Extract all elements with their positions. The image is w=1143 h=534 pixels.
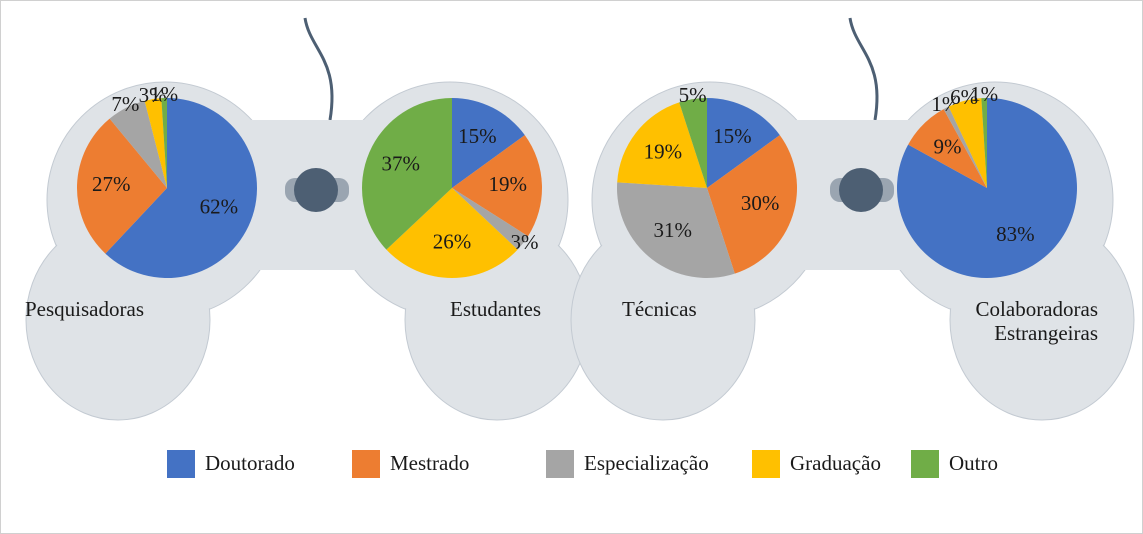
data-label: 31% [654,218,693,242]
data-label: 9% [934,134,962,158]
legend-swatch [167,450,195,478]
pie-slice [386,188,518,278]
data-label: 15% [458,124,497,148]
data-label: 62% [200,194,239,218]
pie-slice [707,98,780,188]
data-label: 19% [489,172,528,196]
pie-title: Estudantes [450,297,541,321]
legend-swatch [546,450,574,478]
legend-label: Outro [949,451,998,475]
data-label: 5% [679,83,707,107]
legend-swatch [752,450,780,478]
pie-slice [76,118,167,254]
pie-slice [707,135,797,274]
pie-slice [452,135,542,237]
legend-label: Especialização [584,451,709,475]
legend-label: Graduação [790,451,881,475]
data-label: 7% [111,92,139,116]
pie-slice [943,106,987,188]
pie-slice [161,98,167,188]
pie-slice [144,98,167,188]
data-label: 30% [741,191,780,215]
legend-swatch [352,450,380,478]
pie-slice [109,100,167,188]
pie-slice [617,102,707,188]
data-label: 19% [644,140,683,164]
legend-label: Doutorado [205,451,295,475]
pie-slice [908,109,987,188]
pie-slice [452,98,525,188]
data-label: 1% [150,82,178,106]
data-label: 27% [92,172,131,196]
pie-slice [948,98,987,188]
data-label: 6% [950,85,978,109]
pie-slice [981,98,987,188]
data-label: 37% [382,152,421,176]
data-label: 83% [996,222,1035,246]
legend-label: Mestrado [390,451,469,475]
data-label: 1% [970,82,998,106]
pie-slice [105,98,258,278]
pie-slice [452,188,528,250]
legend-swatch [911,450,939,478]
pie-title: Técnicas [622,297,697,321]
pie-slice [679,98,707,188]
data-label: 15% [713,124,752,148]
data-label: 26% [433,230,472,254]
pie-title: Pesquisadoras [25,297,144,321]
pie-slice [362,98,452,250]
pie-slice [617,182,735,278]
pie-title: Colaboradoras Estrangeiras [975,297,1098,345]
